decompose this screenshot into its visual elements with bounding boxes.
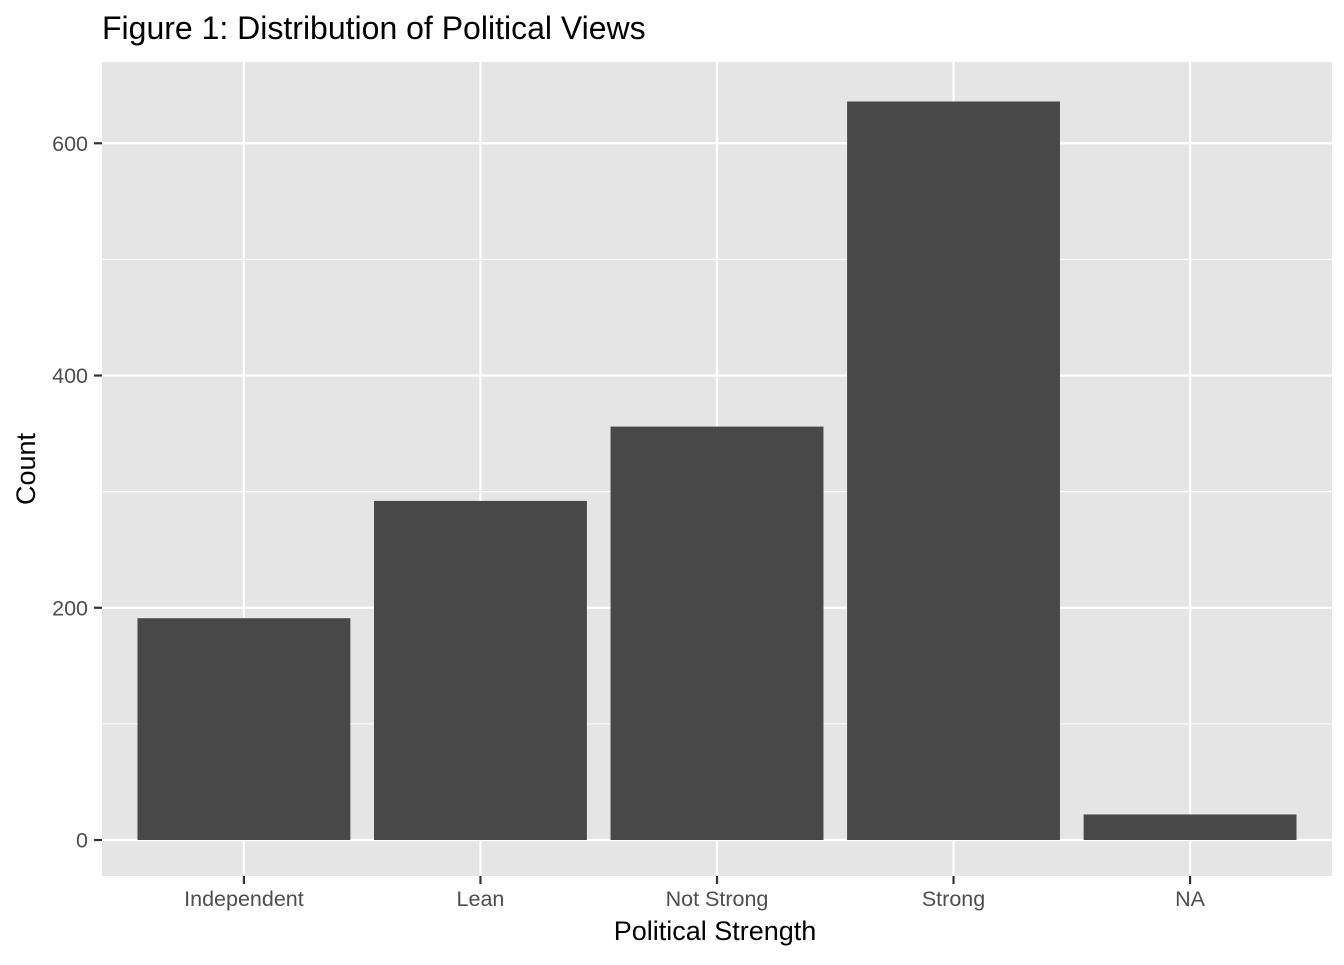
x-tick-label: Independent [184, 887, 304, 911]
x-axis: Independent Lean Not Strong Strong NA [184, 876, 1206, 911]
x-axis-title: Political Strength [614, 916, 817, 946]
x-tick-label: Lean [457, 887, 505, 911]
y-tick-label: 0 [76, 829, 88, 853]
x-tick-label: NA [1175, 887, 1206, 911]
bar-independent [137, 618, 351, 841]
bars [137, 101, 1297, 841]
y-axis-title: Count [11, 432, 41, 505]
bar-not-strong [610, 426, 824, 841]
chart-title: Figure 1: Distribution of Political View… [102, 10, 646, 46]
y-tick-label: 200 [52, 596, 88, 620]
y-axis: 0 200 400 600 [52, 132, 102, 853]
y-tick-label: 400 [52, 364, 88, 388]
x-tick-label: Not Strong [666, 887, 769, 911]
x-tick-label: Strong [922, 887, 985, 911]
bar-na [1083, 814, 1297, 841]
bar-lean [374, 500, 587, 841]
bar-strong [847, 101, 1060, 841]
y-tick-label: 600 [52, 132, 88, 156]
